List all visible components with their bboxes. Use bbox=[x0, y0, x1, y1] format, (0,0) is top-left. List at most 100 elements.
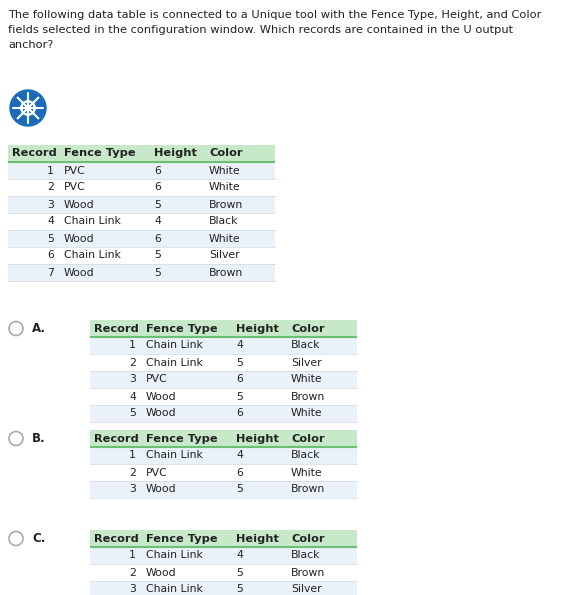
Text: Height: Height bbox=[154, 149, 197, 158]
Text: 1: 1 bbox=[129, 340, 136, 350]
Bar bbox=[90, 547, 357, 564]
Text: 3: 3 bbox=[47, 199, 54, 209]
Bar bbox=[8, 196, 275, 213]
Text: 4: 4 bbox=[129, 392, 136, 402]
Text: Wood: Wood bbox=[64, 199, 94, 209]
Text: 6: 6 bbox=[236, 409, 243, 418]
Text: PVC: PVC bbox=[146, 374, 168, 384]
Text: Black: Black bbox=[291, 340, 320, 350]
Text: 7: 7 bbox=[47, 268, 54, 277]
Text: 5: 5 bbox=[236, 568, 243, 578]
Text: Wood: Wood bbox=[64, 268, 94, 277]
Text: 6: 6 bbox=[154, 233, 161, 243]
Bar bbox=[90, 564, 357, 581]
Text: White: White bbox=[291, 468, 323, 478]
Text: Silver: Silver bbox=[209, 250, 240, 261]
Bar bbox=[8, 247, 275, 264]
Text: White: White bbox=[291, 409, 323, 418]
Text: Record: Record bbox=[94, 534, 139, 543]
Circle shape bbox=[10, 90, 46, 126]
Text: White: White bbox=[209, 183, 241, 193]
Text: White: White bbox=[209, 165, 241, 176]
Text: 4: 4 bbox=[236, 340, 243, 350]
Text: Color: Color bbox=[209, 149, 243, 158]
Bar bbox=[90, 337, 357, 354]
Text: 5: 5 bbox=[47, 233, 54, 243]
Text: anchor?: anchor? bbox=[8, 40, 53, 50]
Text: 1: 1 bbox=[129, 450, 136, 461]
Text: Brown: Brown bbox=[209, 199, 243, 209]
Text: Wood: Wood bbox=[64, 233, 94, 243]
Text: 5: 5 bbox=[236, 584, 243, 594]
Text: B.: B. bbox=[32, 432, 46, 445]
Bar bbox=[8, 264, 275, 281]
Text: 5: 5 bbox=[129, 409, 136, 418]
Text: Wood: Wood bbox=[146, 409, 177, 418]
Bar bbox=[8, 230, 275, 247]
Bar bbox=[90, 447, 357, 464]
Text: Chain Link: Chain Link bbox=[64, 250, 121, 261]
Bar bbox=[90, 354, 357, 371]
Text: Chain Link: Chain Link bbox=[146, 450, 203, 461]
Text: Height: Height bbox=[236, 434, 279, 443]
Text: fields selected in the configuration window. Which records are contained in the : fields selected in the configuration win… bbox=[8, 25, 513, 35]
Bar bbox=[90, 530, 357, 547]
Text: 6: 6 bbox=[236, 374, 243, 384]
Text: Brown: Brown bbox=[291, 568, 325, 578]
Text: 5: 5 bbox=[236, 484, 243, 494]
Text: PVC: PVC bbox=[146, 468, 168, 478]
Text: Wood: Wood bbox=[146, 568, 177, 578]
Bar bbox=[8, 179, 275, 196]
Text: Chain Link: Chain Link bbox=[146, 550, 203, 560]
Text: 3: 3 bbox=[129, 584, 136, 594]
Text: Brown: Brown bbox=[291, 392, 325, 402]
Text: Chain Link: Chain Link bbox=[146, 340, 203, 350]
Text: 4: 4 bbox=[236, 450, 243, 461]
Text: 4: 4 bbox=[236, 550, 243, 560]
Text: 2: 2 bbox=[47, 183, 54, 193]
Text: 1: 1 bbox=[47, 165, 54, 176]
Bar bbox=[90, 481, 357, 498]
Text: Fence Type: Fence Type bbox=[64, 149, 136, 158]
Text: Height: Height bbox=[236, 324, 279, 334]
Text: 5: 5 bbox=[236, 358, 243, 368]
Text: 6: 6 bbox=[154, 165, 161, 176]
Text: Fence Type: Fence Type bbox=[146, 434, 217, 443]
Text: 6: 6 bbox=[47, 250, 54, 261]
Text: Fence Type: Fence Type bbox=[146, 534, 217, 543]
Text: 2: 2 bbox=[129, 468, 136, 478]
Bar bbox=[90, 581, 357, 595]
Text: White: White bbox=[209, 233, 241, 243]
Circle shape bbox=[9, 321, 23, 336]
Text: Chain Link: Chain Link bbox=[146, 358, 203, 368]
Text: Black: Black bbox=[291, 550, 320, 560]
Text: 4: 4 bbox=[47, 217, 54, 227]
Text: PVC: PVC bbox=[64, 183, 86, 193]
Text: Wood: Wood bbox=[146, 484, 177, 494]
Text: Record: Record bbox=[94, 324, 139, 334]
Text: 3: 3 bbox=[129, 374, 136, 384]
Text: Color: Color bbox=[291, 324, 325, 334]
Text: Fence Type: Fence Type bbox=[146, 324, 217, 334]
Text: Silver: Silver bbox=[291, 584, 321, 594]
Bar bbox=[90, 405, 357, 422]
Text: Chain Link: Chain Link bbox=[146, 584, 203, 594]
Text: White: White bbox=[291, 374, 323, 384]
Text: Color: Color bbox=[291, 434, 325, 443]
Text: Record: Record bbox=[12, 149, 57, 158]
Text: Chain Link: Chain Link bbox=[64, 217, 121, 227]
Text: 5: 5 bbox=[154, 250, 161, 261]
Bar bbox=[90, 464, 357, 481]
Text: Height: Height bbox=[236, 534, 279, 543]
Circle shape bbox=[9, 431, 23, 446]
Text: Wood: Wood bbox=[146, 392, 177, 402]
Text: Brown: Brown bbox=[209, 268, 243, 277]
Text: 4: 4 bbox=[154, 217, 161, 227]
Circle shape bbox=[26, 105, 30, 111]
Bar bbox=[8, 213, 275, 230]
Text: The following data table is connected to a Unique tool with the Fence Type, Heig: The following data table is connected to… bbox=[8, 10, 541, 20]
Bar bbox=[90, 388, 357, 405]
Text: C.: C. bbox=[32, 532, 45, 545]
Text: 5: 5 bbox=[236, 392, 243, 402]
Text: Black: Black bbox=[291, 450, 320, 461]
